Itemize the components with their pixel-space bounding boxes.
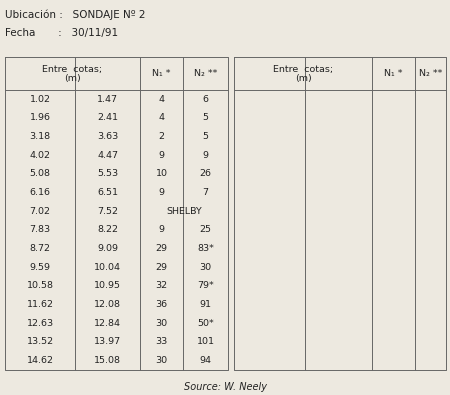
Text: 3.63: 3.63 <box>97 132 118 141</box>
Text: 5: 5 <box>202 132 208 141</box>
Text: Entre  cotas;: Entre cotas; <box>273 65 333 74</box>
Text: 9: 9 <box>158 188 165 197</box>
Text: 9: 9 <box>158 226 165 235</box>
Text: 94: 94 <box>199 356 211 365</box>
Text: 5: 5 <box>202 113 208 122</box>
Text: 6.51: 6.51 <box>97 188 118 197</box>
Text: 4.47: 4.47 <box>97 151 118 160</box>
Text: N₂ **: N₂ ** <box>194 69 217 78</box>
Text: Fecha       :   30/11/91: Fecha : 30/11/91 <box>5 28 118 38</box>
Text: 13.52: 13.52 <box>27 337 54 346</box>
Text: 12.63: 12.63 <box>27 319 54 328</box>
Text: 30: 30 <box>155 356 167 365</box>
Text: 83*: 83* <box>197 244 214 253</box>
Text: 4.02: 4.02 <box>30 151 50 160</box>
Text: 7.83: 7.83 <box>29 226 50 235</box>
Text: 32: 32 <box>155 282 167 290</box>
Text: 2.41: 2.41 <box>97 113 118 122</box>
Text: 6.16: 6.16 <box>30 188 50 197</box>
Text: 3.18: 3.18 <box>29 132 50 141</box>
Text: 10.95: 10.95 <box>94 282 121 290</box>
Text: 12.08: 12.08 <box>94 300 121 309</box>
Text: 50*: 50* <box>197 319 214 328</box>
Text: 14.62: 14.62 <box>27 356 54 365</box>
Text: 26: 26 <box>199 169 211 179</box>
Text: 7.52: 7.52 <box>97 207 118 216</box>
Text: 25: 25 <box>199 226 211 235</box>
Text: 4: 4 <box>158 95 165 104</box>
Text: 10.58: 10.58 <box>27 282 54 290</box>
Text: 8.22: 8.22 <box>97 226 118 235</box>
Text: 8.72: 8.72 <box>30 244 50 253</box>
Text: 9.09: 9.09 <box>97 244 118 253</box>
Text: 7: 7 <box>202 188 208 197</box>
Text: 1.47: 1.47 <box>97 95 118 104</box>
Text: 91: 91 <box>199 300 211 309</box>
Text: 30: 30 <box>199 263 211 272</box>
Text: 1.02: 1.02 <box>30 95 50 104</box>
Text: 10.04: 10.04 <box>94 263 121 272</box>
Text: (m): (m) <box>295 74 311 83</box>
Text: SHELBY: SHELBY <box>166 207 202 216</box>
Text: 15.08: 15.08 <box>94 356 121 365</box>
Text: 36: 36 <box>155 300 167 309</box>
Text: 29: 29 <box>156 263 167 272</box>
Text: 5.53: 5.53 <box>97 169 118 179</box>
Text: (m): (m) <box>64 74 81 83</box>
Text: 1.96: 1.96 <box>30 113 50 122</box>
Text: 5.08: 5.08 <box>30 169 50 179</box>
Text: 79*: 79* <box>197 282 214 290</box>
Text: 2: 2 <box>158 132 165 141</box>
Text: 33: 33 <box>155 337 167 346</box>
Text: Entre  cotas;: Entre cotas; <box>42 65 103 74</box>
Text: 9: 9 <box>158 151 165 160</box>
Text: 101: 101 <box>197 337 215 346</box>
Text: 13.97: 13.97 <box>94 337 121 346</box>
Text: 6: 6 <box>202 95 208 104</box>
Text: N₁ *: N₁ * <box>384 69 403 78</box>
Text: 12.84: 12.84 <box>94 319 121 328</box>
Text: 30: 30 <box>155 319 167 328</box>
Text: Source: W. Neely: Source: W. Neely <box>184 382 267 392</box>
Text: 4: 4 <box>158 113 165 122</box>
Text: 7.02: 7.02 <box>30 207 50 216</box>
Text: N₂ **: N₂ ** <box>419 69 442 78</box>
Text: Ubicación :   SONDAJE Nº 2: Ubicación : SONDAJE Nº 2 <box>5 10 145 21</box>
Text: N₁ *: N₁ * <box>152 69 171 78</box>
Text: 9.59: 9.59 <box>30 263 50 272</box>
Text: 29: 29 <box>156 244 167 253</box>
Text: 9: 9 <box>202 151 208 160</box>
Text: 10: 10 <box>156 169 167 179</box>
Text: 11.62: 11.62 <box>27 300 54 309</box>
